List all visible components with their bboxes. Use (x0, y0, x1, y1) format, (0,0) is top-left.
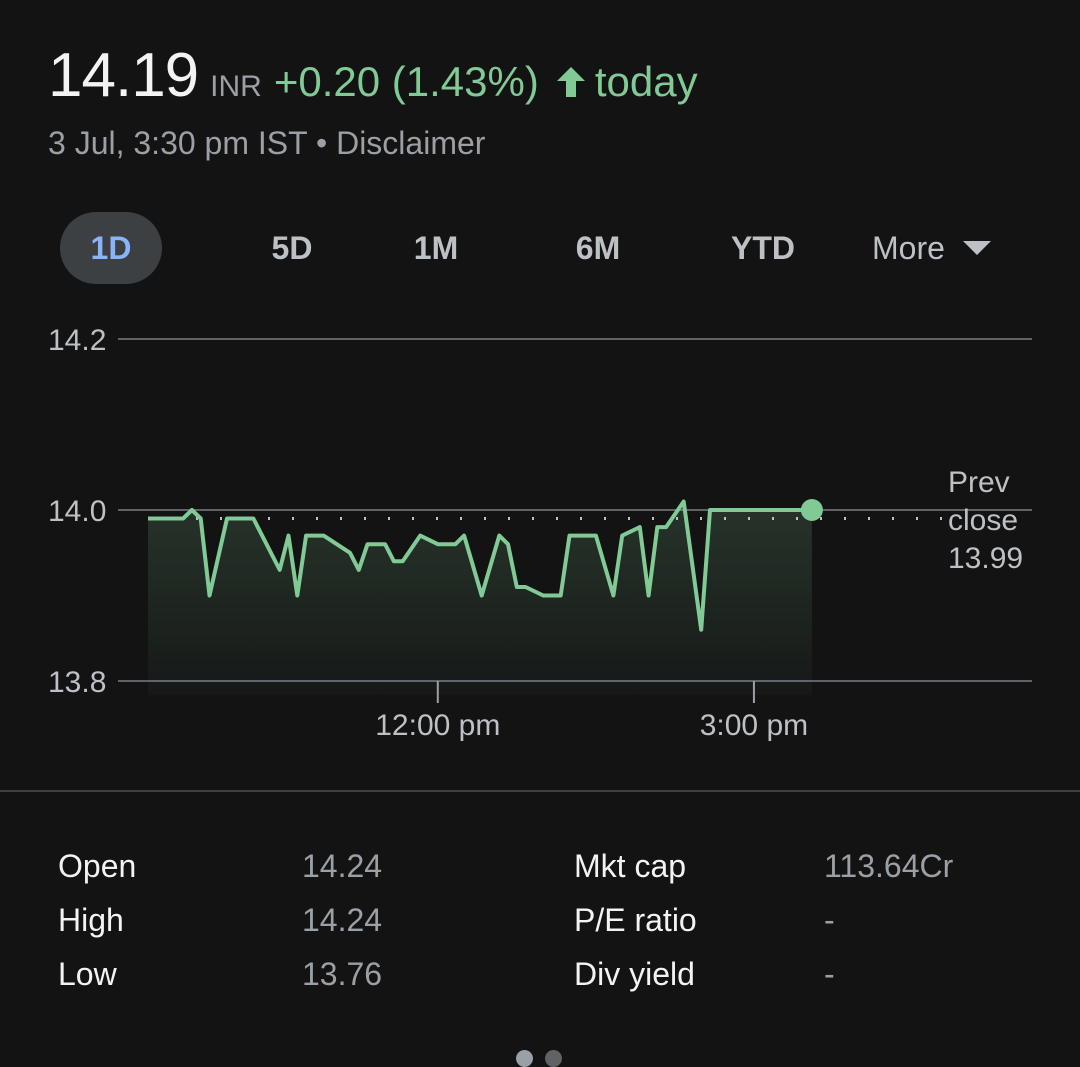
y-tick-label: 14.2 (48, 324, 106, 357)
divider (0, 790, 1080, 792)
last-price-dot (800, 499, 823, 521)
stat-low-label: Low (58, 956, 117, 992)
timestamp-line: 3 Jul, 3:30 pm IST • Disclaimer (48, 125, 698, 162)
price-chart[interactable]: 14.2 14.0 13.8 12:00 pm 3:00 pm Prev close 13.9… (0, 300, 1080, 760)
currency-code: INR (210, 70, 262, 103)
range-more-label: More (872, 230, 945, 266)
prev-close-label-line2: close (948, 504, 1018, 537)
stat-low-value: 13.76 (302, 956, 383, 992)
timestamp: 3 Jul, 3:30 pm IST (48, 125, 308, 161)
x-tick-label: 3:00 pm (700, 709, 808, 742)
x-tick-label: 12:00 pm (375, 709, 500, 742)
stat-mktcap-label: Mkt cap (574, 848, 687, 884)
prev-close-value: 13.99 (948, 542, 1023, 575)
range-selector: 1D 5D 1M 6M YTD More (60, 212, 1020, 284)
current-price: 14.19 (48, 41, 199, 110)
range-ytd[interactable]: YTD (731, 230, 795, 266)
stat-open-value: 14.24 (302, 848, 383, 884)
page-dot-1[interactable] (516, 1050, 533, 1067)
stat-pe-label: P/E ratio (574, 902, 697, 938)
stat-high-label: High (58, 902, 124, 938)
stat-high-value: 14.24 (302, 902, 383, 938)
range-1m[interactable]: 1M (413, 230, 459, 266)
chart-area (148, 501, 812, 695)
prev-close-label-line1: Prev (948, 466, 1010, 499)
price-change: +0.20 (1.43%) (273, 58, 539, 105)
stat-div-value: - (824, 956, 835, 992)
range-5d[interactable]: 5D (271, 230, 313, 266)
range-1d[interactable]: 1D (60, 212, 162, 284)
stat-pe-value: - (824, 902, 835, 938)
y-tick-label: 14.0 (48, 495, 106, 528)
range-more[interactable]: More (872, 212, 1012, 284)
stat-div-label: Div yield (574, 956, 695, 992)
change-period: today (594, 58, 698, 105)
price-row: 14.19 INR +0.20 (1.43%) today (48, 40, 698, 111)
stat-open-label: Open (58, 848, 137, 884)
page-dot-2[interactable] (545, 1050, 562, 1067)
y-tick-label: 13.8 (48, 666, 106, 699)
disclaimer-link[interactable]: Disclaimer (336, 125, 486, 161)
quote-header: 14.19 INR +0.20 (1.43%) today 3 Jul, 3:3… (48, 40, 698, 162)
separator-dot: • (315, 125, 328, 161)
range-6m[interactable]: 6M (575, 230, 621, 266)
page-indicator (516, 1050, 562, 1067)
price-line (148, 499, 812, 632)
stat-mktcap-value: 113.64Cr (824, 848, 954, 884)
caret-down-icon (962, 241, 991, 255)
arrow-up-icon (553, 64, 589, 100)
